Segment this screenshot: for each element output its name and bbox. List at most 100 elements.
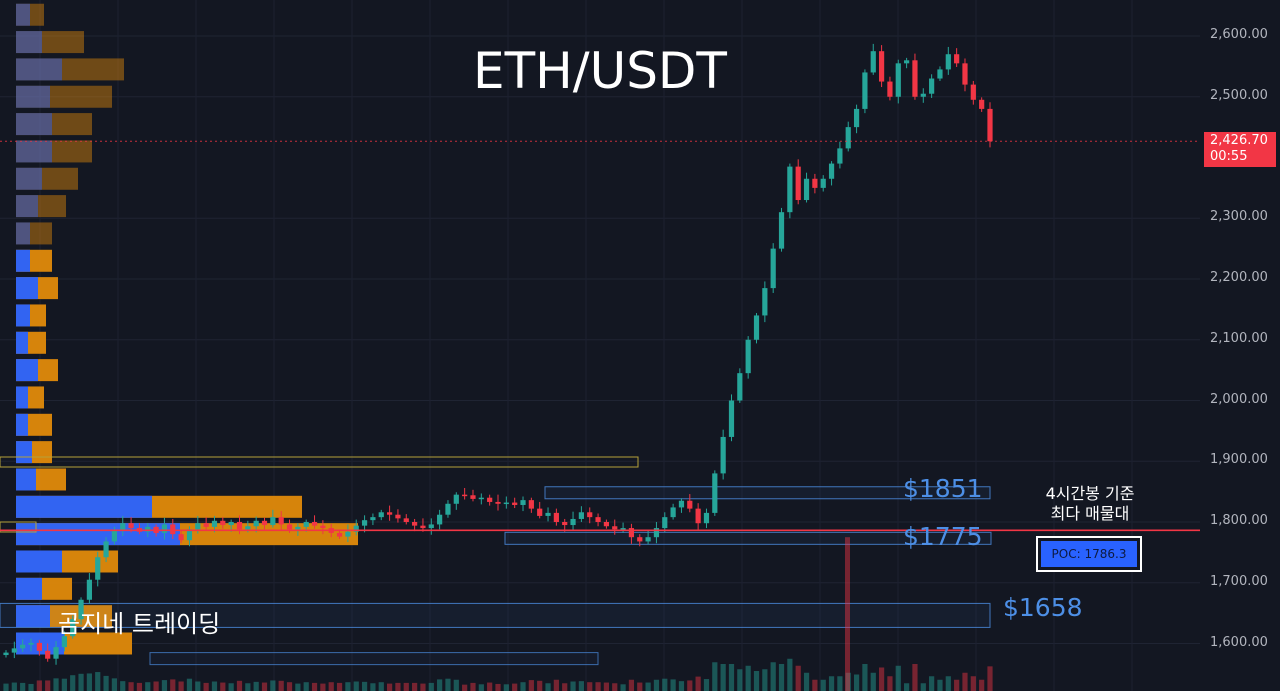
- candle-body: [987, 108, 993, 142]
- candle-body: [612, 526, 618, 530]
- candle-body: [628, 528, 635, 538]
- level-boxes: [0, 456, 992, 666]
- candle-body: [687, 500, 693, 509]
- candle-body: [520, 500, 526, 505]
- y-tick-label: 2,000.00: [1210, 391, 1268, 407]
- candle-body: [695, 508, 701, 524]
- volume-bar: [895, 665, 901, 691]
- volume-bar: [412, 682, 418, 691]
- volume-bar: [437, 679, 443, 691]
- candle-body: [453, 494, 459, 504]
- volume-bar: [253, 681, 259, 691]
- volume-bar: [645, 682, 651, 691]
- volume-profile-buy-bar: [16, 605, 50, 628]
- candle-body: [61, 636, 67, 648]
- volume-bar: [286, 682, 293, 691]
- candle-body: [787, 166, 793, 213]
- volume-bar: [353, 681, 359, 691]
- volume-bar: [261, 682, 268, 691]
- y-tick-label: 2,600.00: [1210, 27, 1268, 42]
- candle-body: [745, 339, 751, 374]
- volume-profile-buy-bar: [16, 304, 30, 327]
- volume-profile-buy-bar: [16, 195, 38, 218]
- volume-bar: [662, 678, 668, 691]
- volume-bar: [945, 676, 951, 691]
- candle-body: [437, 514, 443, 525]
- candle-body: [662, 517, 668, 529]
- volume-bar: [603, 682, 610, 691]
- volume-bar: [695, 676, 701, 691]
- candle-body: [303, 522, 309, 527]
- volume-bar: [245, 683, 251, 691]
- volume-bar: [687, 680, 693, 691]
- volume-bar: [929, 676, 935, 691]
- candle-body: [703, 512, 710, 524]
- volume-profile-buy-bar: [16, 58, 62, 81]
- candle-body: [570, 518, 576, 526]
- volume-bar: [428, 682, 434, 691]
- candle-body: [562, 522, 568, 526]
- annotation-line-2: 최다 매물대: [1050, 504, 1130, 523]
- volume-bar: [503, 684, 509, 691]
- candle-body: [95, 557, 101, 580]
- volume-profile-buy-bar: [16, 31, 42, 54]
- volume-bar: [612, 683, 618, 691]
- candle-body: [545, 512, 551, 516]
- candle-body: [28, 642, 34, 645]
- candle-body: [470, 495, 476, 499]
- candle-body: [361, 520, 368, 526]
- candle-body: [253, 520, 259, 527]
- volume-bars: [3, 537, 993, 691]
- volume-bar: [803, 672, 810, 691]
- volume-bar: [887, 676, 893, 691]
- candle-body: [887, 81, 893, 97]
- volume-bar: [320, 683, 326, 691]
- chart-title: ETH/USDT: [473, 42, 727, 100]
- volume-bar: [862, 664, 868, 691]
- candle-body: [803, 178, 810, 201]
- volume-bar: [562, 683, 568, 691]
- candle-body: [845, 127, 851, 149]
- candle-body: [378, 512, 384, 518]
- volume-bar: [545, 683, 551, 691]
- volume-profile-sell-bar: [16, 31, 84, 54]
- candle-body: [603, 522, 610, 527]
- volume-bar: [878, 667, 885, 691]
- candle-body: [412, 522, 418, 526]
- volume-bar: [728, 664, 735, 691]
- candle-body: [462, 494, 468, 497]
- candle-body: [445, 503, 451, 515]
- candle-body: [753, 315, 760, 340]
- candle-body: [720, 436, 726, 474]
- volume-bar: [170, 679, 176, 691]
- volume-bar: [453, 679, 459, 691]
- volume-bar: [703, 679, 710, 691]
- candle-body: [853, 108, 860, 128]
- candle-body: [937, 69, 943, 79]
- candle-body: [53, 647, 59, 659]
- volume-bar: [637, 682, 643, 691]
- volume-bar: [153, 681, 159, 691]
- volume-profile-sell-bar: [16, 85, 112, 108]
- candle-body: [245, 526, 251, 530]
- candle-body: [929, 78, 935, 94]
- candle-body: [220, 520, 226, 526]
- y-tick-label: 2,500.00: [1210, 87, 1268, 103]
- candle-body: [111, 529, 118, 542]
- volume-bar: [61, 678, 67, 691]
- candle-body: [103, 541, 109, 558]
- volume-bar: [595, 682, 601, 691]
- candle-body: [770, 248, 776, 289]
- volume-bar: [753, 671, 760, 691]
- volume-bar: [937, 679, 943, 691]
- candle-body: [370, 517, 376, 521]
- y-tick-label: 1,800.00: [1210, 513, 1268, 528]
- candle-body: [970, 84, 976, 100]
- volume-bar: [520, 682, 526, 691]
- candle-body: [678, 500, 685, 508]
- volume-bar: [495, 683, 501, 691]
- volume-bar: [653, 679, 660, 691]
- volume-bar: [828, 676, 835, 691]
- volume-bar: [395, 682, 401, 691]
